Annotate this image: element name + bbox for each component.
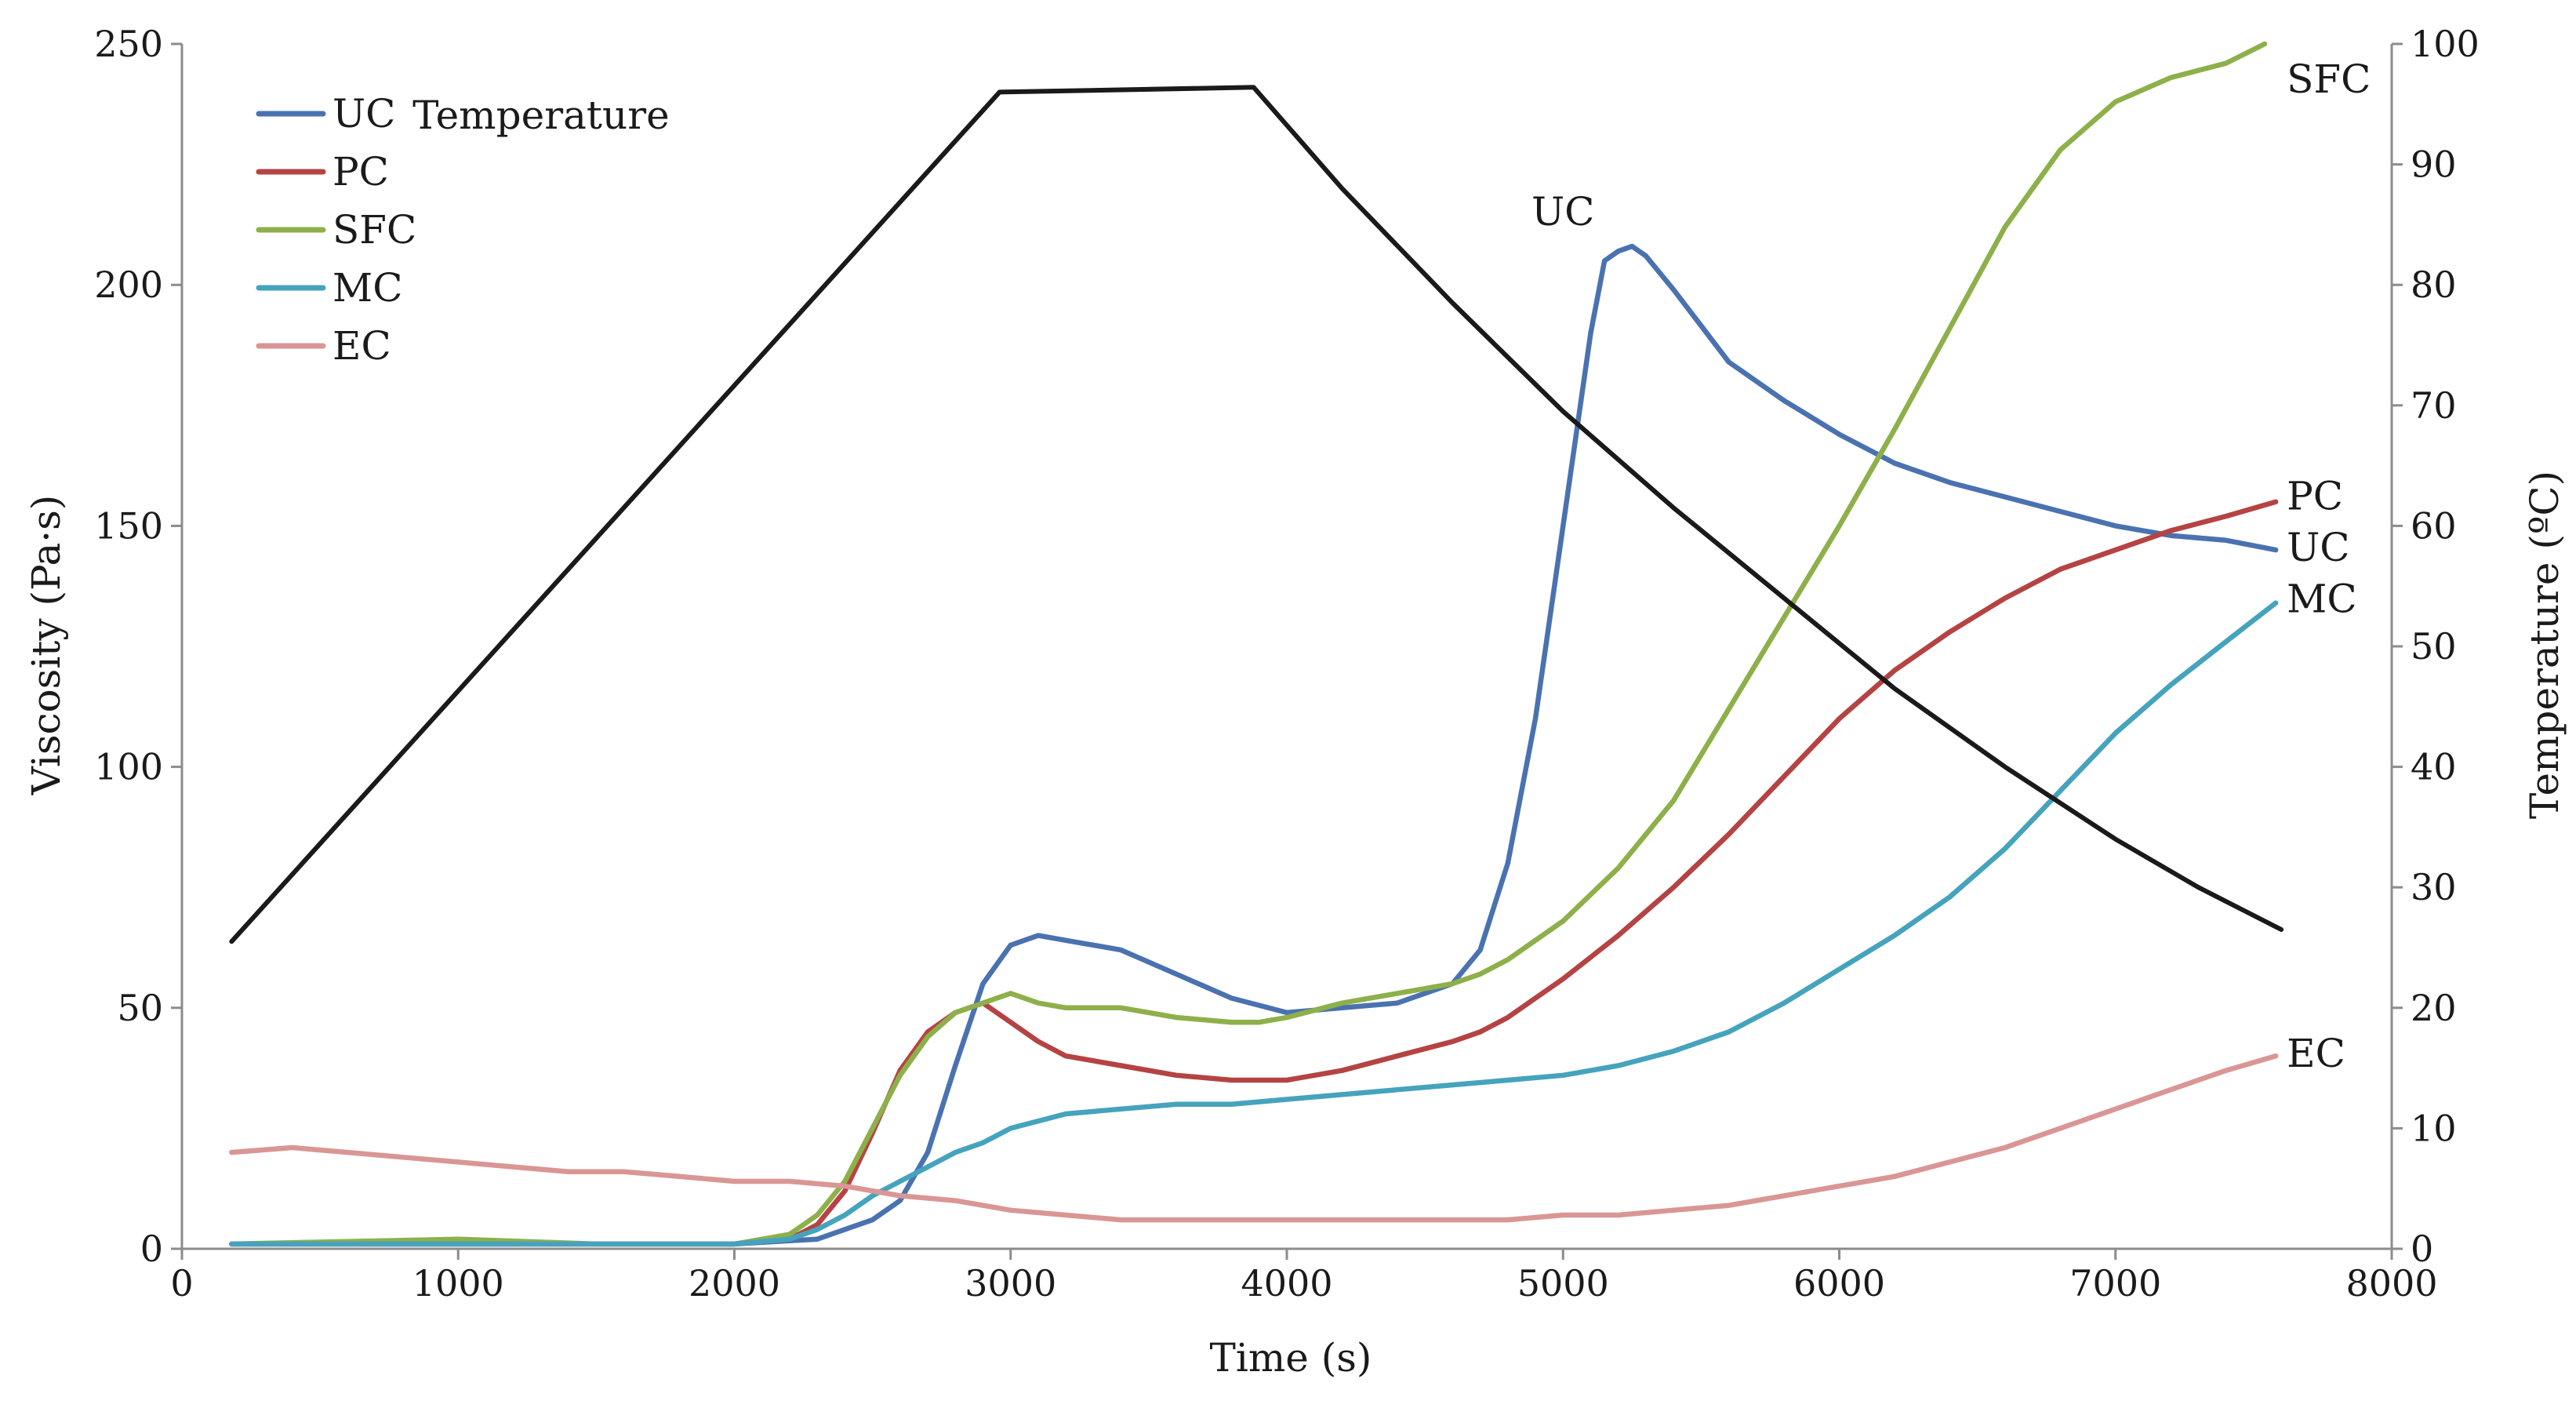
x-tick-label: 7000 [2069, 1262, 2161, 1304]
y2-tick-label: 90 [2411, 144, 2457, 186]
x-tick-label: 5000 [1517, 1262, 1609, 1304]
y-tick-label: 50 [117, 987, 163, 1029]
end-label-mc: MC [2287, 577, 2356, 622]
y2-axis-title: Temperature (ºC) [2522, 471, 2567, 819]
plot-lines [229, 41, 2284, 1247]
x-tick-label: 1000 [412, 1262, 504, 1304]
y-tick-label: 0 [140, 1228, 163, 1270]
end-label-ec: EC [2287, 1031, 2345, 1076]
series-line-mc [229, 600, 2279, 1247]
end-label-pc: PC [2287, 474, 2343, 519]
y2-tick-label: 60 [2411, 504, 2457, 547]
legend-item-ec: EC [256, 323, 391, 369]
legend-item-uc: UC [256, 91, 395, 136]
y-tick-label: 250 [94, 23, 163, 65]
end-label-uc: UC [2287, 525, 2349, 570]
series-line-pc [229, 499, 2279, 1247]
x-tick-label: 2000 [689, 1262, 780, 1304]
y2-tick-label: 20 [2411, 987, 2457, 1029]
series-line-temperature [229, 85, 2284, 944]
legend-label-pc: PC [332, 149, 389, 195]
x-tick-label: 8000 [2345, 1262, 2437, 1304]
y-tick-label: 200 [94, 264, 163, 306]
annotation-uc: UC [1531, 189, 1594, 235]
legend: UC PC SFC MC EC [256, 91, 416, 369]
legend-item-sfc: SFC [256, 207, 416, 253]
legend-label-uc: UC [332, 91, 395, 136]
y2-tick-label: 0 [2411, 1228, 2433, 1270]
series-line-uc [229, 243, 2279, 1247]
annotations: UC PC SFC MC EC Temperature UC [412, 56, 2371, 1076]
series-line-ec [229, 1053, 2279, 1223]
y2-tick-label: 100 [2411, 23, 2480, 65]
legend-item-pc: PC [256, 149, 389, 195]
y-tick-label: 150 [94, 504, 163, 547]
y2-tick-label: 50 [2411, 625, 2457, 668]
end-label-sfc: SFC [2287, 56, 2371, 102]
legend-label-mc: MC [332, 265, 402, 311]
y2-tick-label: 30 [2411, 866, 2457, 908]
legend-label-ec: EC [332, 323, 391, 369]
y-axis-title: Viscosity (Pa·s) [24, 495, 69, 796]
y2-tick-label: 80 [2411, 264, 2457, 306]
y2-tick-label: 10 [2411, 1107, 2457, 1149]
series-line-sfc [229, 41, 2268, 1247]
ticks: 0 1000 2000 3000 4000 5000 6000 7000 80000501001… [94, 23, 2480, 1304]
x-tick-label: 0 [170, 1262, 193, 1304]
y-tick-label: 100 [94, 746, 163, 788]
legend-item-mc: MC [256, 265, 402, 311]
x-axis-title: Time (s) [1210, 1335, 1372, 1381]
annotation-temperature: Temperature [412, 93, 670, 138]
x-tick-label: 4000 [1241, 1262, 1332, 1304]
y2-tick-label: 40 [2411, 746, 2457, 788]
x-tick-label: 3000 [965, 1262, 1056, 1304]
x-tick-label: 6000 [1793, 1262, 1885, 1304]
y2-tick-label: 70 [2411, 384, 2457, 427]
legend-label-sfc: SFC [332, 207, 416, 253]
